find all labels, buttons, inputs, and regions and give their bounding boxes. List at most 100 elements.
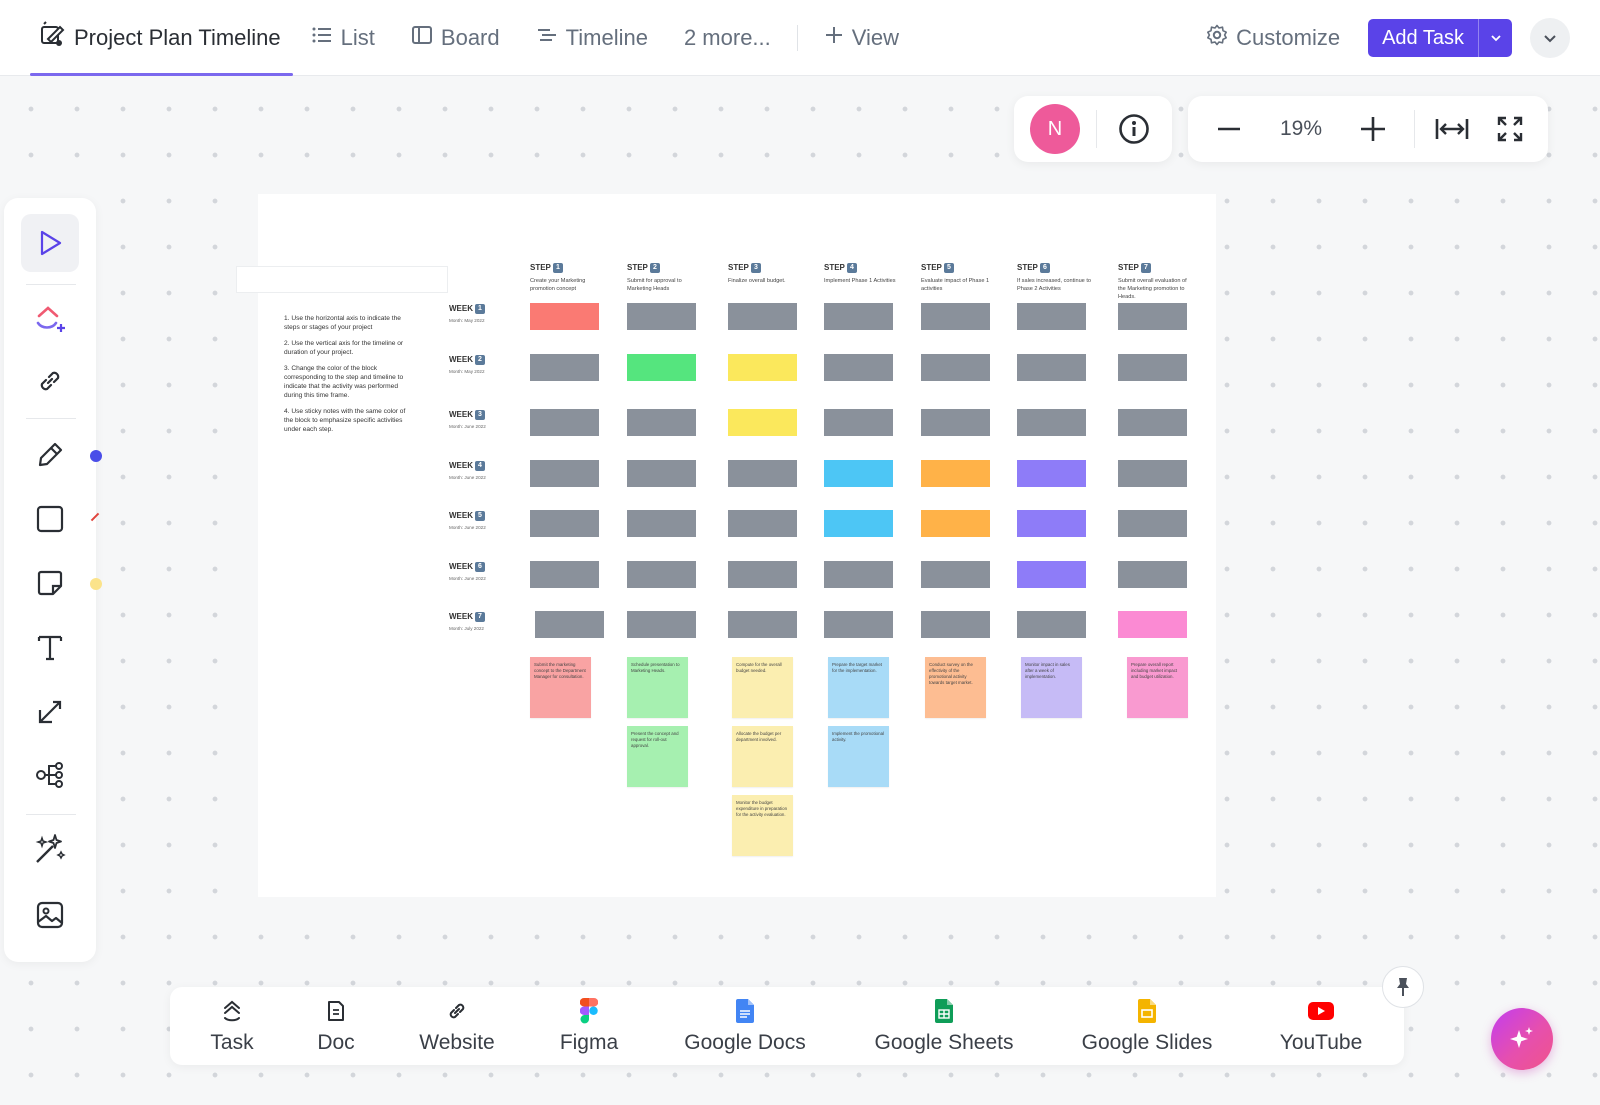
pen-tool[interactable]: [21, 426, 79, 484]
timeline-block[interactable]: [1118, 409, 1187, 436]
link-tool[interactable]: [21, 352, 79, 410]
timeline-block[interactable]: [627, 510, 696, 537]
timeline-block[interactable]: [1118, 303, 1187, 330]
timeline-block[interactable]: [627, 460, 696, 487]
timeline-block[interactable]: [530, 303, 599, 330]
timeline-block[interactable]: [535, 611, 604, 638]
connector-tool[interactable]: [21, 682, 79, 740]
timeline-block[interactable]: [1017, 611, 1086, 638]
timeline-block[interactable]: [530, 510, 599, 537]
timeline-block[interactable]: [530, 409, 599, 436]
zoom-out-button[interactable]: [1214, 114, 1244, 144]
tab-more[interactable]: 2 more...: [666, 0, 789, 76]
fullscreen-button[interactable]: [1495, 114, 1525, 144]
embed-figma-button[interactable]: Figma: [556, 987, 622, 1065]
embed-google-sheets-button[interactable]: Google Sheets: [868, 987, 1020, 1065]
timeline-block[interactable]: [530, 561, 599, 588]
timeline-block[interactable]: [921, 510, 990, 537]
timeline-block[interactable]: [728, 303, 797, 330]
add-view-button[interactable]: View: [806, 0, 917, 76]
info-button[interactable]: [1117, 112, 1151, 146]
timeline-block[interactable]: [1017, 354, 1086, 381]
sticky-note[interactable]: Submit the marketing concept to the Depa…: [530, 657, 591, 718]
select-tool[interactable]: [21, 214, 79, 272]
timeline-block[interactable]: [824, 561, 893, 588]
sticky-note[interactable]: Implement the promotional activity.: [828, 726, 889, 787]
timeline-block[interactable]: [921, 611, 990, 638]
sticky-note[interactable]: Prepare overall report including market …: [1127, 657, 1188, 718]
timeline-block[interactable]: [921, 354, 990, 381]
timeline-board[interactable]: [258, 194, 1216, 897]
shape-tool[interactable]: [21, 490, 79, 548]
ai-assistant-button[interactable]: [1491, 1008, 1553, 1070]
timeline-block[interactable]: [627, 409, 696, 436]
ai-generate-tool[interactable]: [21, 820, 79, 878]
embed-website-button[interactable]: Website: [414, 987, 500, 1065]
tab-timeline[interactable]: Timeline: [518, 0, 666, 76]
timeline-block[interactable]: [1118, 510, 1187, 537]
header-more-button[interactable]: [1530, 18, 1570, 58]
timeline-block[interactable]: [627, 354, 696, 381]
timeline-block[interactable]: [728, 561, 797, 588]
add-task-dropdown[interactable]: [1478, 19, 1512, 57]
tab-whiteboard[interactable]: Project Plan Timeline: [30, 0, 293, 76]
timeline-block[interactable]: [921, 409, 990, 436]
timeline-block[interactable]: [728, 611, 797, 638]
timeline-block[interactable]: [728, 354, 797, 381]
timeline-block[interactable]: [1118, 561, 1187, 588]
timeline-block[interactable]: [728, 409, 797, 436]
zoom-in-button[interactable]: [1358, 114, 1388, 144]
board-title-field[interactable]: [236, 266, 448, 293]
sticky-note[interactable]: Monitor the budget expenditure in prepar…: [732, 795, 793, 856]
sticky-note[interactable]: Compute for the overall budget needed.: [732, 657, 793, 718]
embed-youtube-button[interactable]: YouTube: [1274, 987, 1368, 1065]
add-task-button[interactable]: Add Task: [1368, 19, 1512, 57]
sticky-note[interactable]: Conduct survey on the effectivity of the…: [925, 657, 986, 718]
timeline-block[interactable]: [921, 460, 990, 487]
timeline-block[interactable]: [627, 303, 696, 330]
embed-task-button[interactable]: Task: [200, 987, 264, 1065]
clickup-element-tool[interactable]: [21, 290, 79, 348]
timeline-block[interactable]: [824, 611, 893, 638]
timeline-block[interactable]: [1017, 409, 1086, 436]
timeline-block[interactable]: [1118, 354, 1187, 381]
customize-button[interactable]: Customize: [1206, 24, 1340, 52]
timeline-block[interactable]: [824, 303, 893, 330]
timeline-block[interactable]: [728, 460, 797, 487]
pin-toolbar-button[interactable]: [1382, 966, 1424, 1008]
timeline-block[interactable]: [921, 303, 990, 330]
tab-list[interactable]: List: [293, 0, 393, 76]
timeline-block[interactable]: [627, 561, 696, 588]
sticky-note[interactable]: Schedule presentation to Marketing Heads…: [627, 657, 688, 718]
timeline-block[interactable]: [1118, 611, 1187, 638]
embed-google-slides-button[interactable]: Google Slides: [1074, 987, 1220, 1065]
timeline-block[interactable]: [1017, 303, 1086, 330]
sticky-note[interactable]: Prepare the target market for the implem…: [828, 657, 889, 718]
sticky-note[interactable]: Monitor impact in sales after a week of …: [1021, 657, 1082, 718]
fit-width-button[interactable]: [1435, 112, 1469, 146]
tab-board[interactable]: Board: [393, 0, 518, 76]
timeline-block[interactable]: [921, 561, 990, 588]
timeline-block[interactable]: [824, 460, 893, 487]
timeline-block[interactable]: [1017, 561, 1086, 588]
text-tool[interactable]: [21, 618, 79, 676]
timeline-block[interactable]: [824, 409, 893, 436]
timeline-block[interactable]: [1118, 460, 1187, 487]
sticky-note[interactable]: Present the concept and request for roll…: [627, 726, 688, 787]
timeline-block[interactable]: [530, 354, 599, 381]
image-tool[interactable]: [21, 886, 79, 944]
timeline-block[interactable]: [627, 611, 696, 638]
timeline-block[interactable]: [824, 510, 893, 537]
embed-doc-button[interactable]: Doc: [306, 987, 366, 1065]
timeline-block[interactable]: [1017, 510, 1086, 537]
add-task-label[interactable]: Add Task: [1382, 26, 1464, 49]
timeline-block[interactable]: [1017, 460, 1086, 487]
timeline-block[interactable]: [530, 460, 599, 487]
embed-google-docs-button[interactable]: Google Docs: [676, 987, 814, 1065]
sticky-note-tool[interactable]: [21, 554, 79, 612]
timeline-block[interactable]: [824, 354, 893, 381]
sticky-note[interactable]: Allocate the budget per department invol…: [732, 726, 793, 787]
mindmap-tool[interactable]: [21, 746, 79, 804]
avatar[interactable]: N: [1030, 104, 1080, 154]
timeline-block[interactable]: [728, 510, 797, 537]
